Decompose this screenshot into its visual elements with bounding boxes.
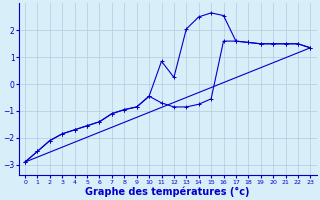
X-axis label: Graphe des températures (°c): Graphe des températures (°c) [85, 186, 250, 197]
